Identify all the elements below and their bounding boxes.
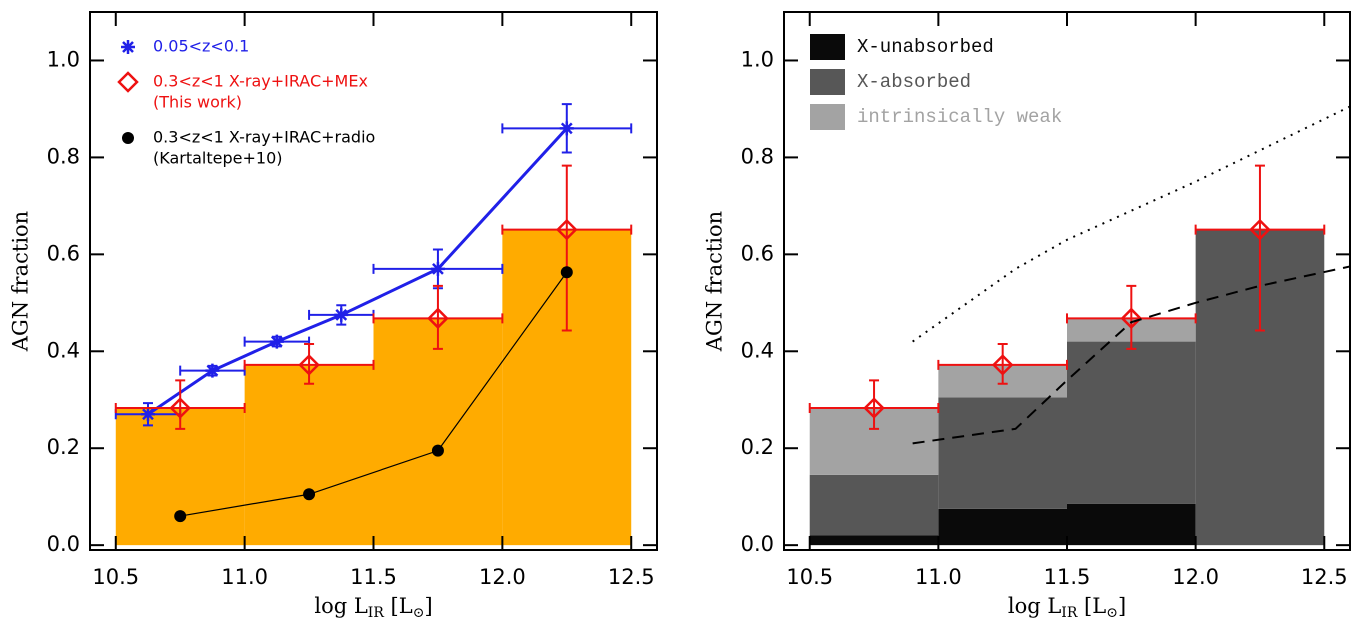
bar — [373, 318, 503, 546]
marker — [169, 397, 191, 419]
y-axis-label: AGN fraction — [703, 211, 727, 352]
legend-marker — [121, 40, 135, 54]
legend-label: 0.3<z<1 X-ray+IRAC+radio — [153, 128, 375, 147]
y-tick-label: 0.0 — [47, 532, 80, 556]
x-axis-label-part: ] — [424, 594, 432, 618]
marker — [559, 121, 574, 136]
x-axis-label-part: log L — [1008, 594, 1061, 618]
x-axis-label: log LIR [L⊙] — [314, 594, 432, 620]
marker — [427, 307, 449, 330]
x-axis-label-part: IR — [1061, 605, 1078, 620]
x-axis-label-part: ⊙ — [413, 605, 425, 620]
x-tick-label: 11.0 — [221, 565, 268, 589]
marker — [303, 488, 316, 501]
y-error-bar — [175, 379, 186, 430]
legend-swatch — [810, 69, 845, 95]
legend-label: 0.05<z<0.1 — [153, 37, 249, 56]
legend-label: (This work) — [153, 93, 242, 112]
x-axis-label-part: [L — [384, 594, 413, 618]
legend-label: X-absorbed — [857, 71, 971, 93]
y-tick-label: 0.6 — [47, 241, 80, 265]
x-axis-label-part: log L — [314, 594, 367, 618]
y-tick-label: 0.0 — [741, 532, 774, 556]
marker — [205, 363, 220, 378]
bar — [1067, 503, 1196, 546]
legend-label: intrinsically weak — [857, 106, 1062, 128]
x-tick-label: 10.5 — [92, 565, 139, 589]
marker — [298, 354, 320, 376]
bar — [809, 535, 939, 546]
legend-label: 0.3<z<1 X-ray+IRAC+MEx — [153, 72, 368, 91]
x-axis-label-part: [L — [1077, 594, 1106, 618]
marker — [269, 334, 284, 349]
marker — [431, 444, 444, 457]
bar — [938, 397, 1067, 509]
marker — [560, 266, 573, 279]
y-error-bar — [997, 343, 1008, 385]
marker — [991, 354, 1014, 376]
y-error-bar — [869, 379, 880, 430]
series-line — [147, 127, 568, 416]
y-tick-label: 1.0 — [741, 47, 774, 71]
y-axis-label: AGN fraction — [9, 211, 33, 352]
legend-swatch — [810, 104, 845, 130]
series-line — [180, 271, 568, 517]
x-tick-label: 11.5 — [1044, 565, 1091, 589]
bar — [809, 474, 939, 536]
y-error-bar — [1126, 284, 1137, 350]
x-axis-label-part: ] — [1118, 594, 1126, 618]
bar — [115, 407, 245, 546]
x-axis-label-part: ⊙ — [1106, 605, 1118, 620]
legend-marker — [122, 132, 134, 144]
marker — [140, 407, 155, 422]
model-line — [912, 105, 1351, 343]
x-tick-label: 11.5 — [350, 565, 397, 589]
y-tick-label: 0.2 — [741, 435, 774, 459]
y-error-bar — [1254, 164, 1265, 332]
legend-label: (Kartaltepe+10) — [153, 149, 282, 168]
legend-swatch — [810, 34, 845, 60]
marker — [334, 307, 349, 322]
x-tick-label: 12.5 — [1301, 565, 1348, 589]
y-tick-label: 0.4 — [741, 338, 774, 362]
y-error-bar — [304, 343, 315, 385]
x-axis-label-part: IR — [368, 605, 385, 620]
marker — [1249, 218, 1271, 241]
y-error-bar — [432, 284, 443, 350]
y-error-bar — [561, 164, 572, 332]
bar — [244, 364, 374, 546]
y-tick-label: 0.8 — [47, 144, 80, 168]
legend-marker — [117, 71, 139, 93]
x-tick-label: 12.5 — [608, 565, 655, 589]
marker — [174, 510, 187, 523]
marker — [863, 397, 885, 419]
legend-label: X-unabsorbed — [857, 36, 994, 58]
model-line — [912, 265, 1351, 445]
y-tick-label: 0.6 — [741, 241, 774, 265]
marker — [556, 218, 578, 241]
y-tick-label: 0.2 — [47, 435, 80, 459]
marker — [1120, 307, 1143, 330]
x-axis-label: log LIR [L⊙] — [1008, 594, 1126, 620]
y-tick-label: 1.0 — [47, 47, 80, 71]
marker — [430, 261, 445, 276]
y-tick-label: 0.8 — [741, 144, 774, 168]
x-tick-label: 10.5 — [786, 565, 833, 589]
x-tick-label: 11.0 — [915, 565, 962, 589]
x-tick-label: 12.0 — [1172, 565, 1219, 589]
bar — [1067, 341, 1196, 504]
x-tick-label: 12.0 — [479, 565, 526, 589]
bar — [938, 508, 1067, 546]
y-tick-label: 0.4 — [47, 338, 80, 362]
